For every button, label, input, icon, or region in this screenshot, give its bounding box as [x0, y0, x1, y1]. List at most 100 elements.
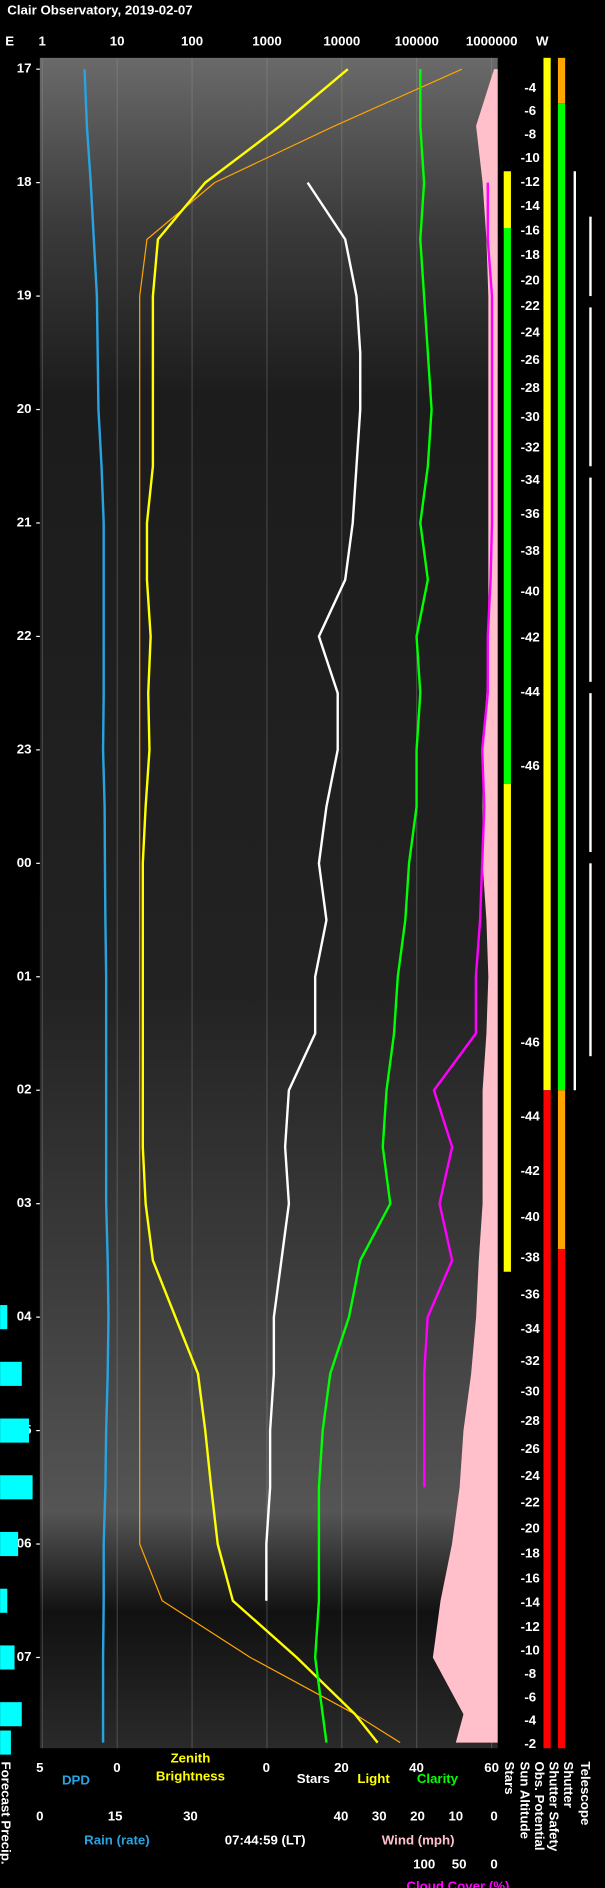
sun-altitude-label: -32: [521, 1353, 540, 1368]
wind-area: [432, 69, 498, 1743]
scale-tick-label: 0: [490, 1857, 497, 1872]
sun-altitude-label: -26: [521, 352, 540, 367]
scale-tick-label: 0: [490, 1808, 497, 1823]
series-line: [139, 68, 463, 1744]
status-segment: [503, 783, 511, 1272]
x-tick-label: 100000: [395, 34, 439, 49]
sun-altitude-label: -32: [521, 440, 540, 455]
sun-altitude-label: -8: [524, 127, 536, 142]
forecast-bar: [0, 1588, 8, 1613]
y-tick-label: 07: [17, 1649, 32, 1664]
sun-altitude-label: -22: [521, 298, 540, 313]
status-segment: [573, 171, 577, 1091]
sun-altitude-label: -4: [524, 80, 536, 95]
status-segment: [589, 216, 592, 297]
scale-label: Brightness: [156, 1769, 225, 1784]
status-segment: [557, 1090, 566, 1250]
sun-altitude-label: -16: [521, 222, 540, 237]
status-label: Shutter Safety: [547, 1761, 562, 1851]
series-line: [313, 69, 433, 1743]
sun-altitude-label: -42: [521, 1163, 540, 1178]
scale-tick-label: 40: [334, 1808, 349, 1823]
sun-altitude-label: -2: [524, 1736, 536, 1751]
sun-altitude-label: -8: [524, 1666, 536, 1681]
sun-altitude-label: -16: [521, 1570, 540, 1585]
scale-tick-label: 30: [372, 1808, 387, 1823]
scale-label: Light: [357, 1771, 390, 1786]
forecast-bar: [0, 1531, 19, 1557]
east-label: E: [5, 34, 14, 49]
y-tick-label: 03: [17, 1195, 32, 1210]
sun-altitude-label: -4: [524, 1713, 536, 1728]
y-tick-label: 01: [17, 968, 32, 983]
series-line: [141, 68, 379, 1744]
x-tick-label: 100: [181, 34, 203, 49]
plot-layer: 1 10 100 1000 10000 100000 1000000171819202122…: [0, 34, 593, 1888]
status-segment: [503, 171, 511, 229]
sun-altitude-label: -44: [521, 1108, 541, 1123]
scale-label: Rain (rate): [84, 1833, 150, 1848]
status-segment: [557, 57, 566, 104]
sun-altitude-label: -12: [521, 1619, 540, 1634]
sun-altitude-label: -34: [521, 1321, 541, 1336]
y-tick-label: 23: [17, 741, 32, 756]
scale-label: Stars: [297, 1771, 330, 1786]
forecast-bar: [0, 1418, 29, 1443]
sun-altitude-label: -10: [521, 1643, 540, 1658]
status-label: Obs. Potential: [532, 1761, 547, 1850]
scale-tick-label: 10: [448, 1808, 463, 1823]
x-tick-label: 1: [39, 34, 46, 49]
series-line: [265, 181, 362, 1601]
sun-altitude-label: -20: [521, 272, 540, 287]
sun-altitude-label: -30: [521, 1384, 540, 1399]
y-tick-label: 06: [17, 1536, 32, 1551]
sun-altitude-label: -38: [521, 543, 540, 558]
forecast-bar: [0, 1730, 11, 1755]
sun-altitude-label: -34: [521, 472, 541, 487]
y-tick-label: 17: [17, 61, 32, 76]
sun-altitude-label: -40: [521, 584, 540, 599]
series-line: [422, 182, 494, 1488]
status-segment: [557, 1249, 566, 1749]
forecast-bar: [0, 1645, 15, 1670]
sun-altitude-label: -20: [521, 1520, 540, 1535]
forecast-bar: [0, 1305, 8, 1330]
sun-altitude-label: -24: [521, 1468, 541, 1483]
status-segment: [543, 1090, 551, 1749]
sun-altitude-label: -44: [521, 684, 541, 699]
sun-altitude-label: -6: [524, 103, 536, 118]
y-tick-label: 00: [17, 855, 32, 870]
status-segment: [589, 693, 592, 852]
sun-altitude-label: -42: [521, 629, 540, 644]
status-segment: [503, 228, 511, 784]
x-tick-label: 10000: [323, 34, 360, 49]
scale-label: Zenith: [171, 1751, 211, 1766]
status-segment: [589, 863, 592, 1057]
sun-altitude-label: -28: [521, 1413, 540, 1428]
y-tick-label: 20: [17, 401, 32, 416]
sky-image: [39, 57, 498, 1749]
sun-altitude-label: -22: [521, 1495, 540, 1510]
scale-tick-label: 15: [108, 1808, 123, 1823]
scale-tick-label: 30: [183, 1808, 198, 1823]
series-line: [83, 69, 110, 1743]
sun-altitude-label: -18: [521, 1546, 540, 1561]
y-tick-label: 21: [17, 514, 32, 529]
forecast-bar: [0, 1361, 22, 1386]
x-tick-label: 1000000: [466, 34, 518, 49]
sun-altitude-label: -18: [521, 247, 540, 262]
sun-altitude-label: -26: [521, 1441, 540, 1456]
forecast-label: Forecast Precip.: [0, 1761, 13, 1864]
scale-tick-label: 0: [263, 1760, 270, 1775]
sun-altitude-label: -38: [521, 1250, 540, 1265]
scale-label: Cloud Cover (%): [406, 1878, 509, 1888]
sun-altitude-label: -28: [521, 380, 540, 395]
sun-altitude-label: -24: [521, 325, 541, 340]
sun-altitude-label: -12: [521, 174, 540, 189]
status-label: Stars: [502, 1761, 517, 1794]
status-label: Shutter: [561, 1761, 576, 1807]
forecast-bar: [0, 1475, 33, 1500]
status-label: Telescope: [578, 1761, 593, 1825]
sun-altitude-label: -46: [521, 758, 540, 773]
